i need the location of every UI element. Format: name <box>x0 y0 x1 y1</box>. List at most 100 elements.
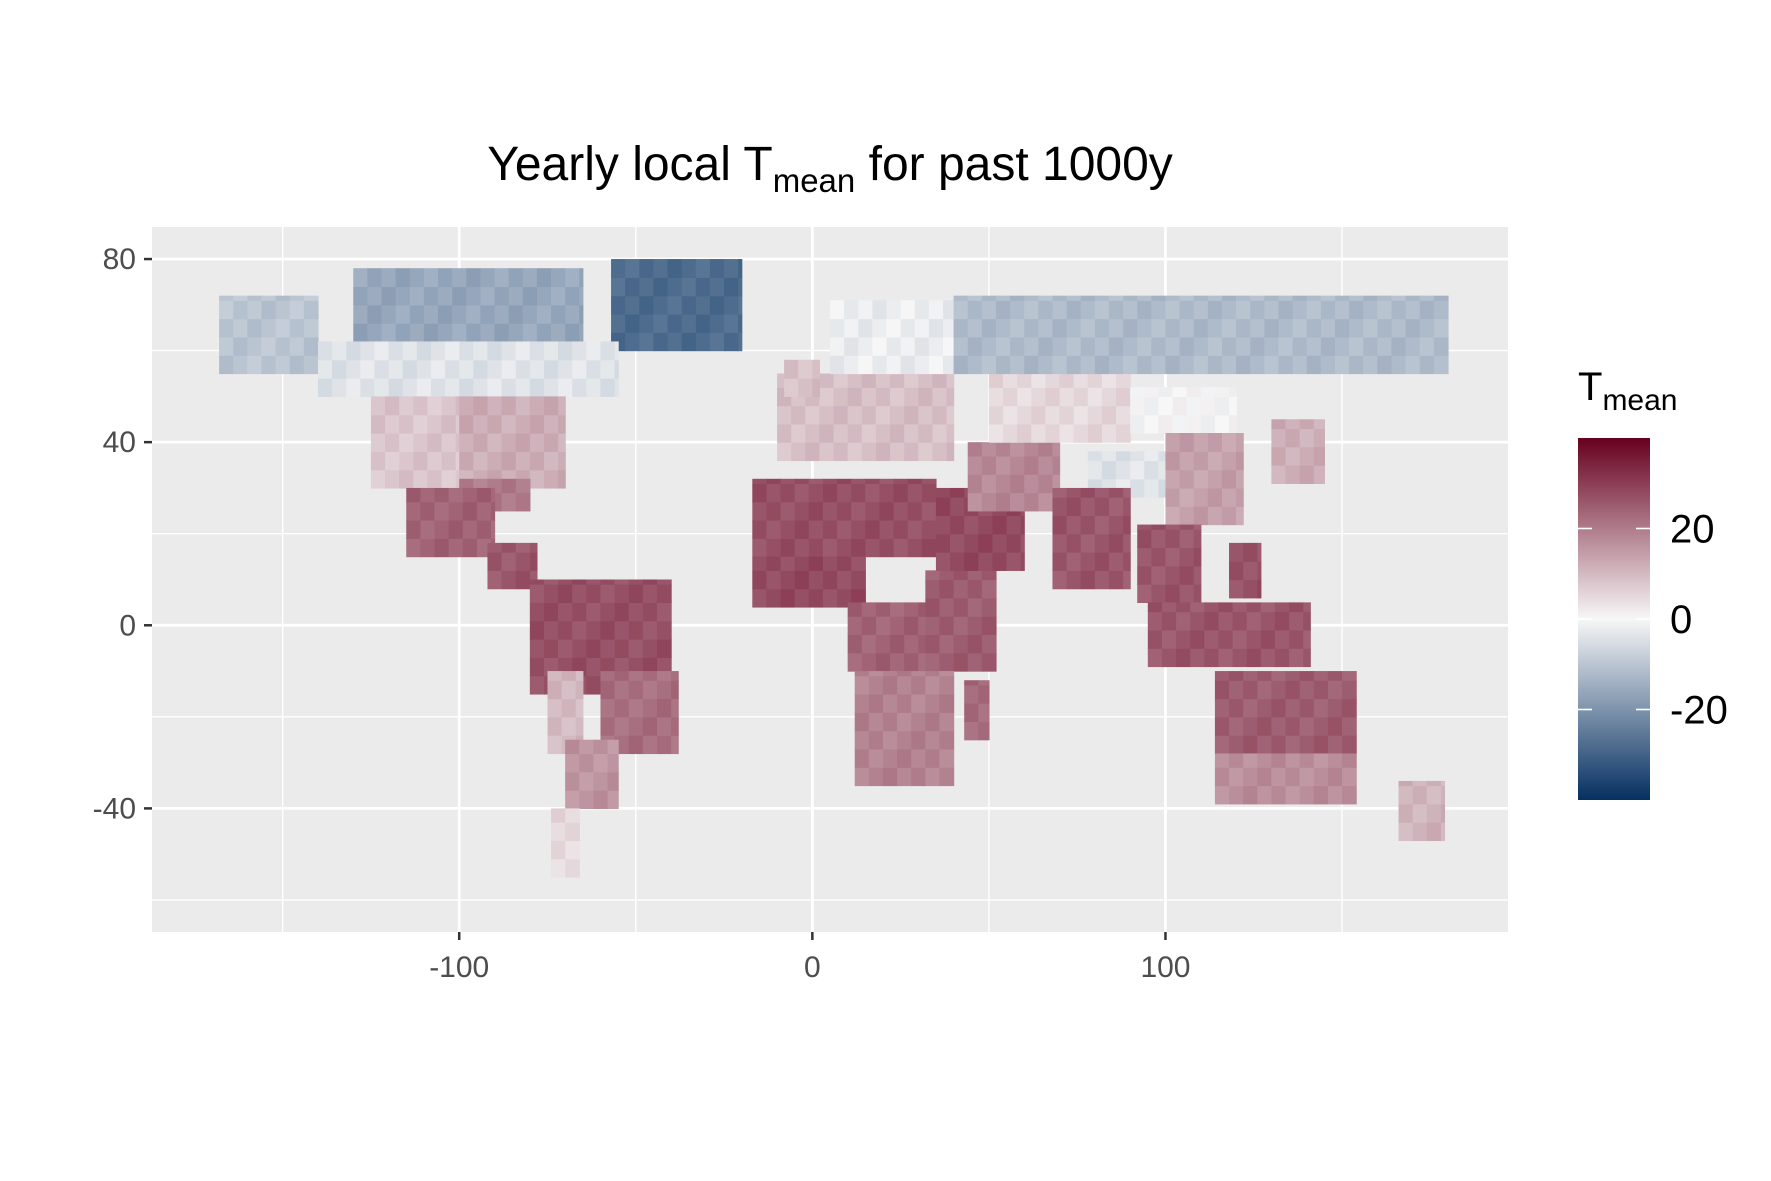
temperature-cell <box>1285 767 1301 787</box>
temperature-cell <box>766 483 782 503</box>
temperature-cell <box>995 318 1011 338</box>
temperature-cell <box>529 602 545 622</box>
temperature-cell <box>738 259 743 278</box>
temperature-cell <box>932 405 948 425</box>
temperature-cell <box>995 295 1011 301</box>
temperature-cell <box>830 336 845 356</box>
temperature-cell <box>1151 565 1167 585</box>
temperature-cell <box>406 538 421 558</box>
temperature-cell <box>812 359 821 379</box>
temperature-cell <box>851 483 866 503</box>
temperature-cell <box>1419 295 1435 301</box>
temperature-cell <box>385 451 400 471</box>
temperature-cell <box>1137 584 1152 603</box>
temperature-cell <box>233 300 248 320</box>
temperature-cell <box>1250 318 1265 338</box>
temperature-cell <box>1398 780 1414 787</box>
temperature-cell <box>695 277 711 297</box>
temperature-cell <box>918 442 934 462</box>
temperature-cell <box>794 570 810 590</box>
temperature-cell <box>925 748 941 768</box>
temperature-cell <box>1292 295 1308 301</box>
region-uk <box>784 359 821 397</box>
temperature-cell <box>1123 300 1138 320</box>
temperature-cell <box>427 433 443 452</box>
temperature-cell <box>491 487 496 503</box>
temperature-cell <box>579 286 584 306</box>
temperature-cell <box>995 492 1011 512</box>
temperature-cell <box>529 359 545 379</box>
temperature-cell <box>1073 373 1089 388</box>
temperature-cell <box>536 323 552 343</box>
temperature-cell <box>547 735 563 755</box>
temperature-cell <box>1080 295 1096 301</box>
temperature-cell <box>1006 515 1022 535</box>
temperature-cell <box>1257 671 1273 681</box>
temperature-cell <box>1320 295 1336 301</box>
temperature-cell <box>388 341 404 361</box>
temperature-cell <box>565 323 580 343</box>
temperature-cell <box>822 483 838 503</box>
temperature-cell <box>565 739 580 755</box>
temperature-cell <box>261 318 277 338</box>
temperature-cell <box>875 616 891 636</box>
temperature-cell <box>1186 387 1202 397</box>
temperature-cell <box>1299 698 1315 718</box>
temperature-cell <box>1377 318 1393 338</box>
temperature-cell <box>1031 423 1047 443</box>
temperature-cell <box>586 639 602 658</box>
temperature-cell <box>1066 318 1082 338</box>
temperature-cell <box>1236 451 1244 471</box>
temperature-cell <box>1327 698 1343 718</box>
temperature-cell <box>777 442 792 462</box>
temperature-cell <box>575 716 584 736</box>
temperature-cell <box>1218 611 1234 631</box>
temperature-cell <box>1193 433 1209 452</box>
temperature-cell <box>233 318 248 338</box>
temperature-cell <box>395 268 411 288</box>
temperature-cell <box>430 359 446 379</box>
temperature-cell <box>868 748 884 768</box>
temperature-cell <box>1274 611 1290 631</box>
temperature-cell <box>515 359 531 379</box>
temperature-cell <box>600 579 616 585</box>
temperature-cell <box>565 858 580 878</box>
temperature-cell <box>1094 497 1110 517</box>
temperature-cell <box>1271 446 1287 466</box>
temperature-cell <box>1391 300 1407 320</box>
temperature-cell <box>777 405 792 425</box>
temperature-cell <box>1024 455 1039 475</box>
temperature-cell <box>1334 355 1350 375</box>
temperature-cell <box>653 332 669 352</box>
temperature-cell <box>1080 515 1096 535</box>
temperature-cell <box>261 336 277 356</box>
temperature-cell <box>1299 753 1315 768</box>
temperature-cell <box>995 336 1011 356</box>
temperature-cell <box>861 616 877 636</box>
temperature-cell <box>861 602 877 617</box>
temperature-cell <box>1080 497 1096 517</box>
temperature-cell <box>868 671 884 677</box>
temperature-cell <box>1218 602 1234 613</box>
temperature-cell <box>402 378 418 397</box>
temperature-cell <box>275 318 291 338</box>
temperature-cell <box>1052 515 1068 535</box>
temperature-cell <box>808 538 824 558</box>
temperature-cell <box>914 355 930 375</box>
temperature-cell <box>600 639 616 658</box>
temperature-cell <box>586 620 602 640</box>
temperature-cell <box>522 268 538 288</box>
temperature-cell <box>423 286 439 306</box>
temperature-cell <box>1144 414 1160 434</box>
temperature-cell <box>459 378 474 397</box>
temperature-cell <box>981 652 997 672</box>
temperature-cell <box>1250 336 1265 356</box>
temperature-cell <box>967 492 983 512</box>
temperature-cell <box>639 313 655 333</box>
temperature-cell <box>381 268 397 288</box>
temperature-cell <box>978 721 990 741</box>
temperature-cell <box>837 483 852 503</box>
temperature-cell <box>543 359 559 379</box>
temperature-cell <box>642 735 658 755</box>
temperature-cell <box>1221 355 1237 375</box>
